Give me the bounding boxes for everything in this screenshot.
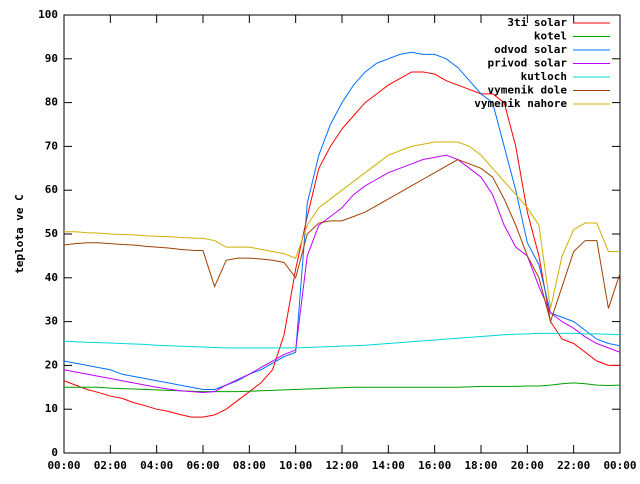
x-tick-label: 14:00 xyxy=(372,459,405,472)
series-line xyxy=(63,332,621,349)
series-line xyxy=(63,51,621,390)
legend-label: vymenik nahore xyxy=(474,97,567,110)
x-tick-label: 22:00 xyxy=(557,459,590,472)
x-tick-label: 08:00 xyxy=(233,459,266,472)
y-axis-label: teplota ve C xyxy=(13,194,26,273)
x-tick-label: 18:00 xyxy=(464,459,497,472)
legend-label: privod solar xyxy=(488,57,568,70)
y-tick-label: 30 xyxy=(45,315,58,328)
series-line xyxy=(63,158,621,324)
series-line xyxy=(64,141,620,309)
y-tick-label: 50 xyxy=(45,227,58,240)
series-line xyxy=(64,382,621,393)
legend-label: kutloch xyxy=(521,70,567,83)
x-tick-label: 16:00 xyxy=(418,459,451,472)
y-tick-label: 70 xyxy=(45,139,58,152)
x-tick-label: 20:00 xyxy=(511,459,544,472)
y-tick-label: 80 xyxy=(45,96,58,109)
legend-label: vymenik dole xyxy=(488,84,568,97)
y-tick-label: 20 xyxy=(45,358,58,371)
y-tick-label: 40 xyxy=(45,271,58,284)
x-tick-label: 04:00 xyxy=(140,459,173,472)
legend-label: 3ti solar xyxy=(507,16,567,29)
x-tick-label: 06:00 xyxy=(186,459,219,472)
x-tick-label: 00:00 xyxy=(47,459,80,472)
x-tick-label: 12:00 xyxy=(325,459,358,472)
x-tick-label: 10:00 xyxy=(279,459,312,472)
y-tick-label: 100 xyxy=(38,8,58,21)
y-tick-label: 0 xyxy=(51,446,58,459)
legend-label: kotel xyxy=(534,30,567,43)
legend-label: odvod solar xyxy=(494,43,567,56)
x-tick-label: 00:00 xyxy=(603,459,636,472)
series-line xyxy=(63,71,620,418)
x-tick-label: 02:00 xyxy=(94,459,127,472)
y-tick-label: 60 xyxy=(45,183,58,196)
y-tick-label: 10 xyxy=(45,402,58,415)
y-tick-label: 90 xyxy=(45,52,58,65)
